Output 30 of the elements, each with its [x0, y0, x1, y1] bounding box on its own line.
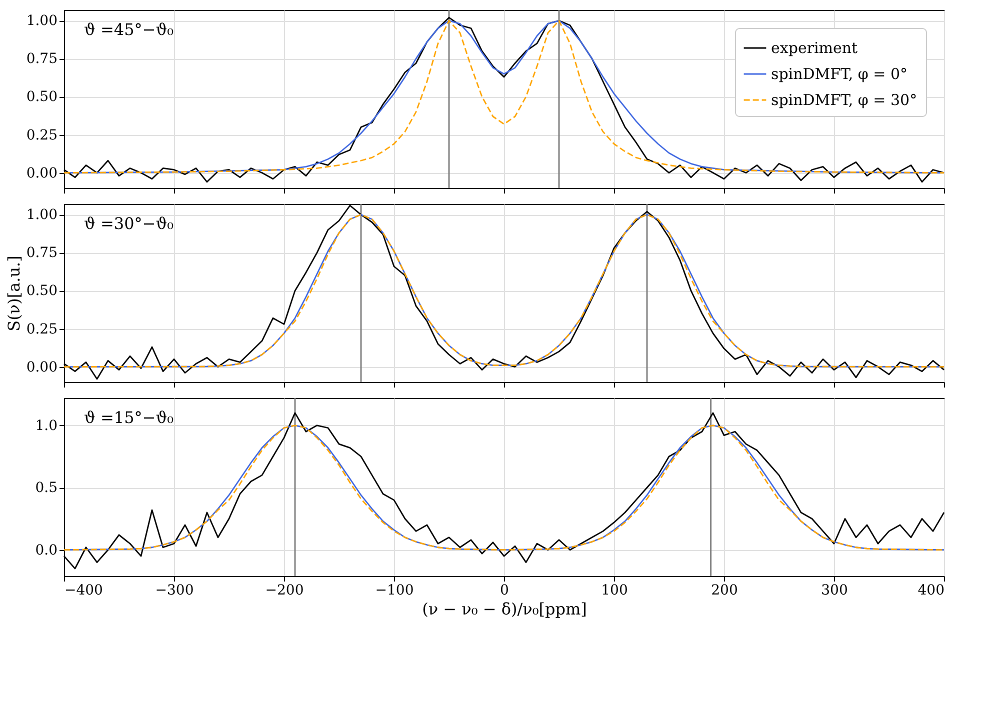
- y-tick-label: 0.50: [26, 89, 58, 106]
- y-tick-label: 1.00: [26, 207, 58, 224]
- x-tick-label: −200: [265, 582, 304, 598]
- y-axis-title: S(ν)[a.u.]: [4, 256, 24, 332]
- y-tick-label: 0.75: [26, 51, 58, 68]
- y-tick-label: 1.0: [35, 418, 58, 434]
- y-tick-label: 0.00: [26, 165, 58, 182]
- legend-label: spinDMFT, φ = 30°: [771, 91, 918, 109]
- y-tick-label: 0.0: [35, 542, 58, 558]
- y-tick-label: 0.5: [35, 480, 58, 496]
- annotation: ϑ =30°−ϑ₀: [84, 214, 174, 233]
- x-tick-label: 200: [711, 582, 738, 598]
- x-tick-label: 100: [601, 582, 628, 598]
- x-tick-label: −400: [64, 582, 103, 598]
- annotation: ϑ =15°−ϑ₀: [84, 408, 174, 427]
- y-tick-label: 0.75: [26, 245, 58, 262]
- x-tick-label: −100: [375, 582, 414, 598]
- x-tick-label: 400: [918, 582, 944, 598]
- x-axis-title: (ν − ν₀ − δ)/ν₀[ppm]: [422, 600, 587, 618]
- x-tick-label: −300: [155, 582, 194, 598]
- y-tick-label: 0.25: [26, 127, 58, 144]
- x-tick-label: 300: [821, 582, 848, 598]
- x-tick-label: 0: [500, 582, 509, 598]
- y-tick-label: 1.00: [26, 13, 58, 30]
- annotation: ϑ =45°−ϑ₀: [84, 20, 174, 39]
- y-tick-label: 0.50: [26, 283, 58, 300]
- legend-label: experiment: [771, 39, 858, 57]
- y-tick-label: 0.25: [26, 321, 58, 338]
- y-tick-label: 0.00: [26, 359, 58, 376]
- legend-label: spinDMFT, φ = 0°: [771, 65, 908, 83]
